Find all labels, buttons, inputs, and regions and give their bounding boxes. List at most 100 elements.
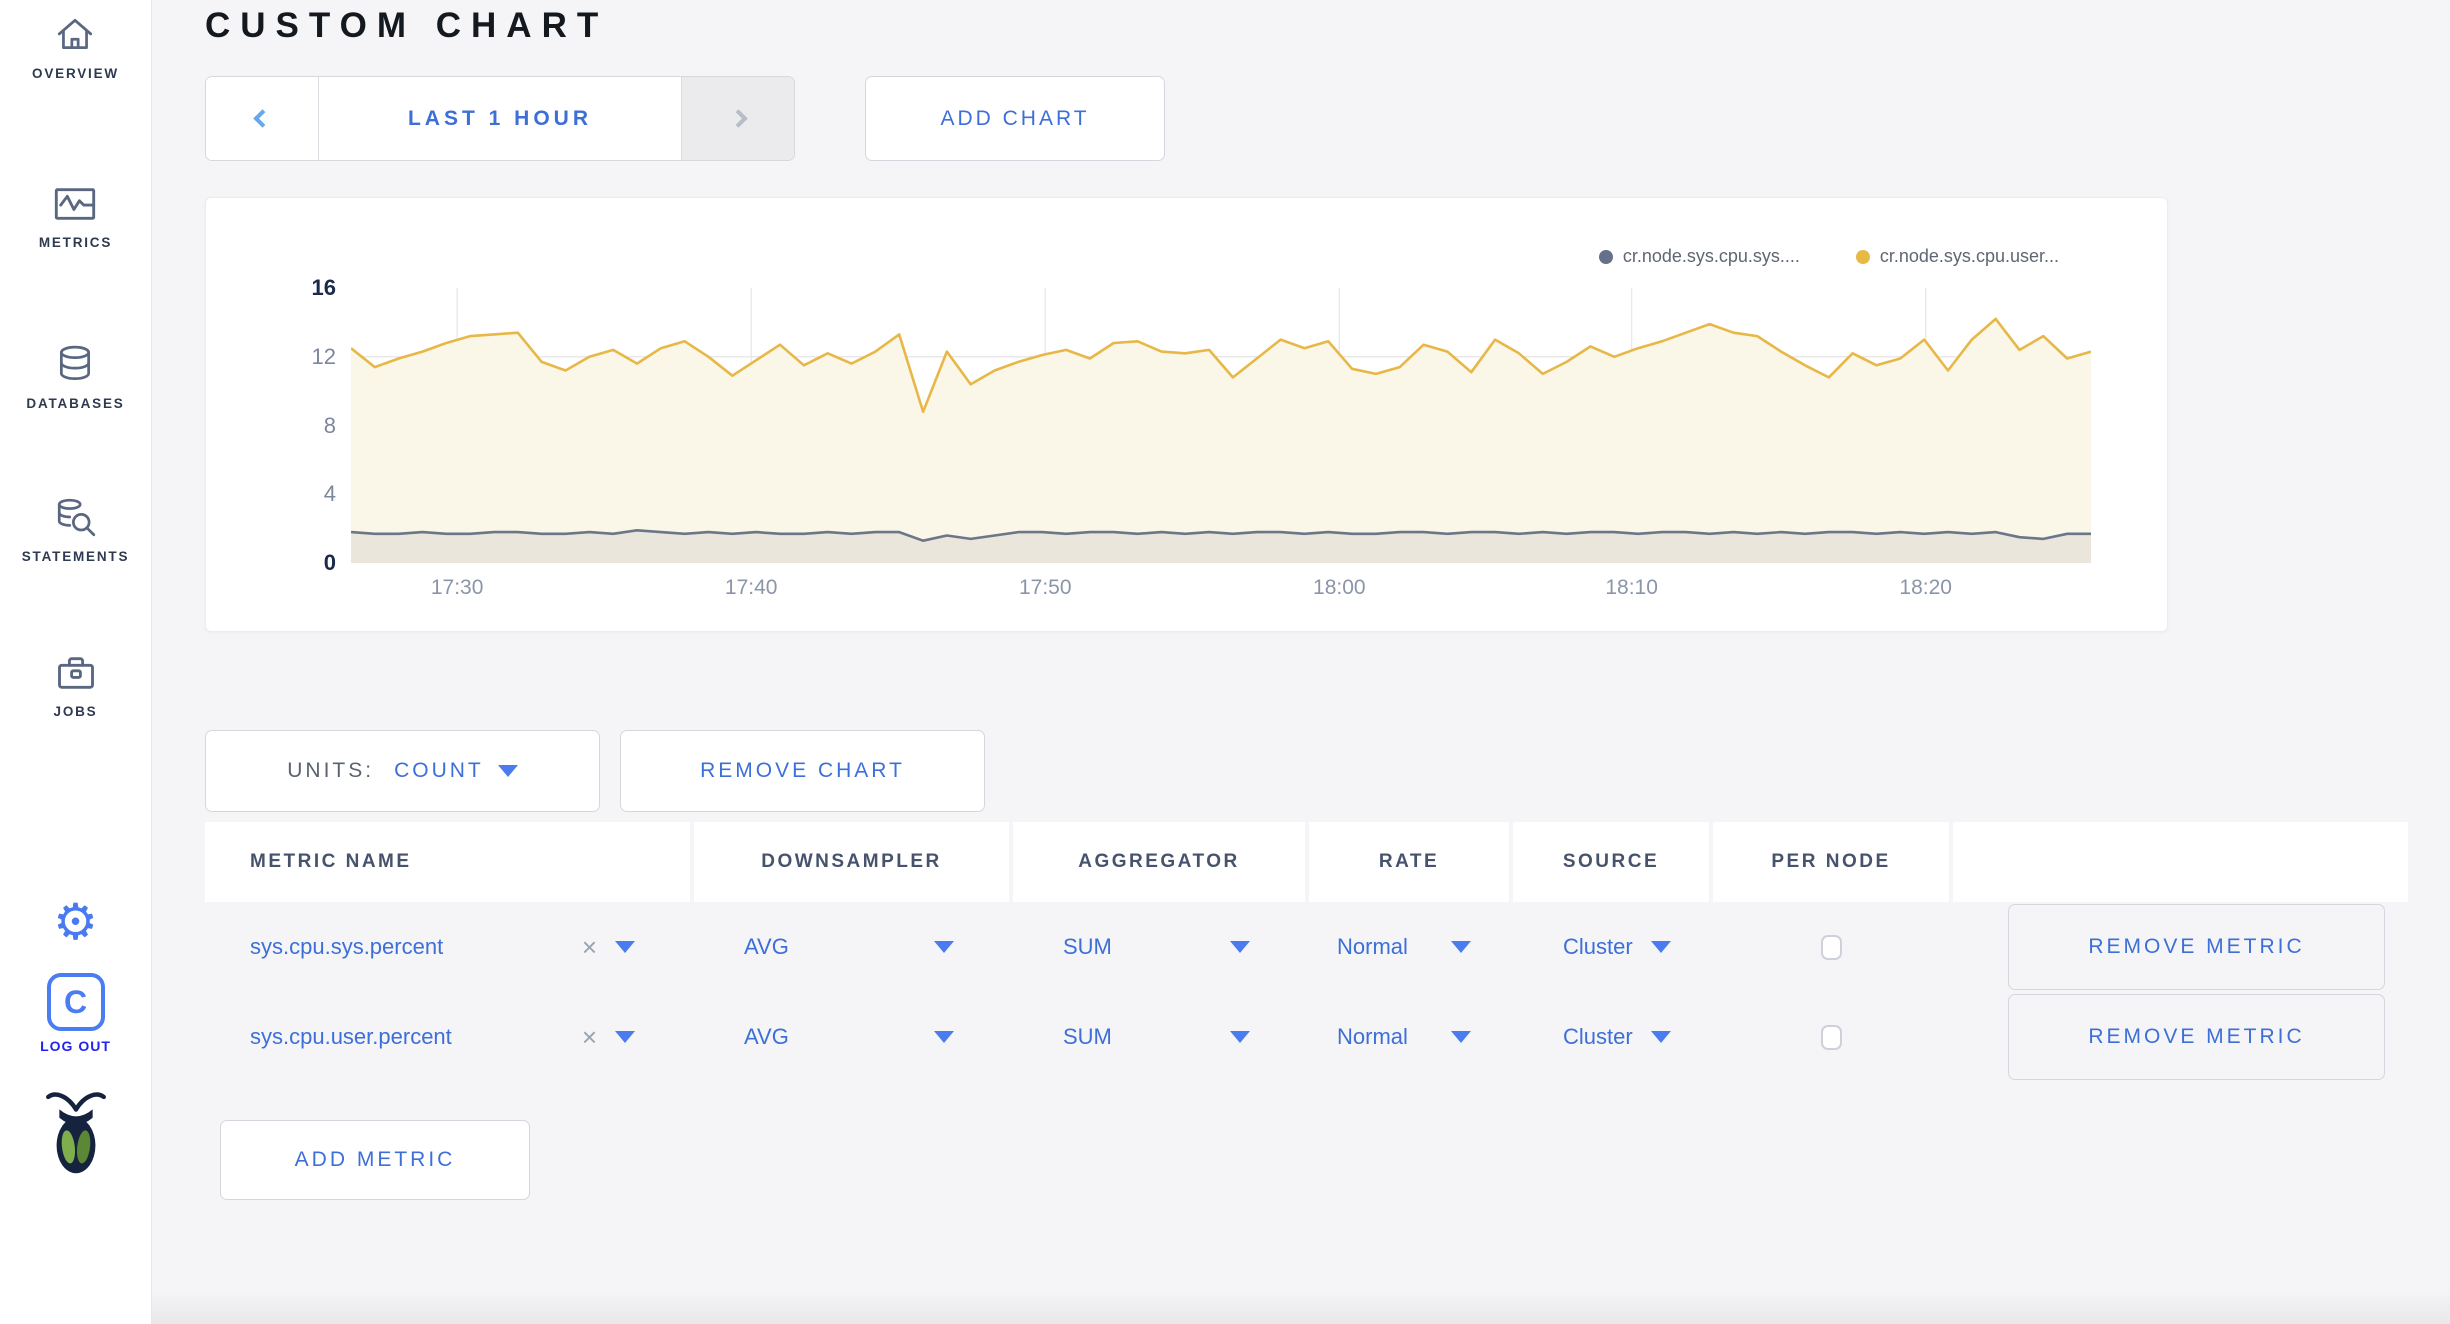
caret-down-icon: [1230, 1031, 1250, 1043]
prev-range-button[interactable]: [206, 77, 318, 160]
sidebar-item-overview[interactable]: OVERVIEW: [32, 12, 119, 81]
toolbar: LAST 1 HOUR ADD CHART: [205, 76, 2450, 161]
chart-legend: cr.node.sys.cpu.sys.... cr.node.sys.cpu.…: [1598, 246, 2059, 267]
add-chart-button[interactable]: ADD CHART: [865, 76, 1165, 161]
series-line: [351, 530, 2091, 540]
database-icon: [54, 342, 96, 388]
sidebar-item-label: JOBS: [53, 704, 98, 719]
rate-dropdown[interactable]: Normal: [1309, 992, 1509, 1082]
metric-dropdown-caret-icon[interactable]: [615, 941, 635, 953]
remove-metric-button[interactable]: REMOVE METRIC: [2008, 994, 2385, 1080]
add-metric-button[interactable]: ADD METRIC: [220, 1120, 530, 1200]
y-tick-label: 0: [323, 550, 336, 575]
source-value: Cluster: [1563, 934, 1633, 959]
sidebar-item-databases[interactable]: DATABASES: [26, 342, 124, 411]
x-tick-label: 17:40: [724, 576, 778, 599]
time-range-picker: LAST 1 HOUR: [205, 76, 795, 161]
y-axis-labels: 16 12 8 4 0: [206, 277, 336, 574]
series-area: [351, 530, 2091, 563]
metric-name-value[interactable]: sys.cpu.user.percent: [250, 1024, 452, 1049]
chart-controls: UNITS: COUNT REMOVE CHART: [205, 730, 2450, 812]
caret-down-icon: [497, 765, 518, 777]
table-row: sys.cpu.sys.percent × AVG SUM Normal Clu…: [205, 902, 2408, 992]
caret-down-icon: [1451, 1031, 1471, 1043]
settings-button[interactable]: ⚙: [53, 897, 98, 947]
chevron-right-icon: [728, 109, 748, 128]
remove-chart-button[interactable]: REMOVE CHART: [620, 730, 985, 812]
column-header-source: SOURCE: [1513, 822, 1709, 902]
downsampler-value: AVG: [744, 1024, 789, 1049]
sidebar-item-label: DATABASES: [26, 396, 125, 411]
x-tick-label: 17:30: [430, 576, 484, 599]
logout-button[interactable]: C: [46, 973, 105, 1031]
aggregator-value: SUM: [1063, 1024, 1112, 1049]
source-dropdown[interactable]: Cluster: [1513, 902, 1709, 992]
metric-name-value[interactable]: sys.cpu.sys.percent: [250, 934, 444, 959]
logout-label[interactable]: LOG OUT: [40, 1038, 111, 1054]
aggregator-dropdown[interactable]: SUM: [1013, 902, 1305, 992]
legend-item-user-cpu: cr.node.sys.cpu.user...: [1855, 246, 2059, 267]
chevron-left-icon: [252, 109, 272, 128]
caret-down-icon: [1451, 941, 1471, 953]
aggregator-dropdown[interactable]: SUM: [1013, 992, 1305, 1082]
caret-down-icon: [1651, 941, 1671, 953]
per-node-checkbox[interactable]: [1820, 1024, 1842, 1050]
downsampler-dropdown[interactable]: AVG: [694, 902, 1009, 992]
rate-value: Normal: [1337, 1024, 1408, 1049]
next-range-button[interactable]: [682, 77, 794, 160]
time-range-label: LAST 1 HOUR: [407, 106, 592, 130]
chart-plot: [351, 288, 2091, 563]
sidebar-item-label: METRICS: [38, 235, 113, 250]
chart-panel: cr.node.sys.cpu.sys.... cr.node.sys.cpu.…: [205, 197, 2168, 632]
sidebar-item-statements[interactable]: STATEMENTS: [22, 495, 130, 564]
caret-down-icon: [934, 941, 954, 953]
per-node-checkbox[interactable]: [1820, 934, 1842, 960]
column-header-metric-name: METRIC NAME: [205, 822, 690, 902]
legend-item-sys-cpu: cr.node.sys.cpu.sys....: [1598, 246, 1800, 267]
home-icon: [54, 12, 96, 58]
series-line: [351, 319, 2091, 412]
column-header-rate: RATE: [1309, 822, 1509, 902]
sidebar-item-jobs[interactable]: JOBS: [54, 650, 98, 719]
source-dropdown[interactable]: Cluster: [1513, 992, 1709, 1082]
aggregator-value: SUM: [1063, 934, 1112, 959]
rate-dropdown[interactable]: Normal: [1309, 902, 1509, 992]
gear-icon: ⚙: [53, 894, 98, 950]
series-area: [351, 318, 2091, 563]
y-tick-label: 12: [311, 343, 336, 369]
legend-dot-sys: [1598, 249, 1613, 264]
sidebar-item-label: STATEMENTS: [21, 549, 130, 564]
column-header-downsampler: DOWNSAMPLER: [694, 822, 1009, 902]
metrics-chart-icon: [53, 181, 97, 227]
statements-search-icon: [54, 495, 98, 541]
metric-dropdown-caret-icon[interactable]: [615, 1031, 635, 1043]
y-tick-label: 8: [323, 412, 336, 438]
rate-value: Normal: [1337, 934, 1408, 959]
clear-metric-icon[interactable]: ×: [581, 1021, 597, 1052]
page-title: CUSTOM CHART: [205, 6, 609, 45]
sidebar-item-metrics[interactable]: METRICS: [39, 181, 112, 250]
caret-down-icon: [1651, 1031, 1671, 1043]
column-header-actions: [1953, 822, 2408, 902]
column-header-per-node: PER NODE: [1713, 822, 1949, 902]
x-tick-label: 18:00: [1313, 576, 1366, 599]
table-row: sys.cpu.user.percent × AVG SUM Normal Cl…: [205, 992, 2408, 1082]
units-dropdown[interactable]: UNITS: COUNT: [205, 730, 600, 812]
downsampler-value: AVG: [744, 934, 789, 959]
cockroachdb-logo: [44, 1090, 108, 1181]
x-tick-label: 18:20: [1899, 576, 1952, 599]
metrics-table: METRIC NAME DOWNSAMPLER AGGREGATOR RATE …: [205, 822, 2408, 1082]
clear-metric-icon[interactable]: ×: [581, 931, 597, 962]
x-tick-label: 18:10: [1605, 576, 1658, 599]
time-range-dropdown[interactable]: LAST 1 HOUR: [318, 77, 682, 160]
x-tick-label: 17:50: [1018, 576, 1072, 599]
caret-down-icon: [934, 1031, 954, 1043]
remove-metric-button[interactable]: REMOVE METRIC: [2008, 904, 2385, 990]
legend-dot-user: [1855, 249, 1870, 264]
x-axis-labels: 17:30 17:40 17:50 18:00 18:10 18:20: [351, 576, 2091, 602]
table-header-row: METRIC NAME DOWNSAMPLER AGGREGATOR RATE …: [205, 822, 2408, 902]
sidebar: OVERVIEW METRICS DATABASES: [0, 0, 152, 1324]
source-value: Cluster: [1563, 1024, 1633, 1049]
downsampler-dropdown[interactable]: AVG: [694, 992, 1009, 1082]
column-header-aggregator: AGGREGATOR: [1013, 822, 1305, 902]
